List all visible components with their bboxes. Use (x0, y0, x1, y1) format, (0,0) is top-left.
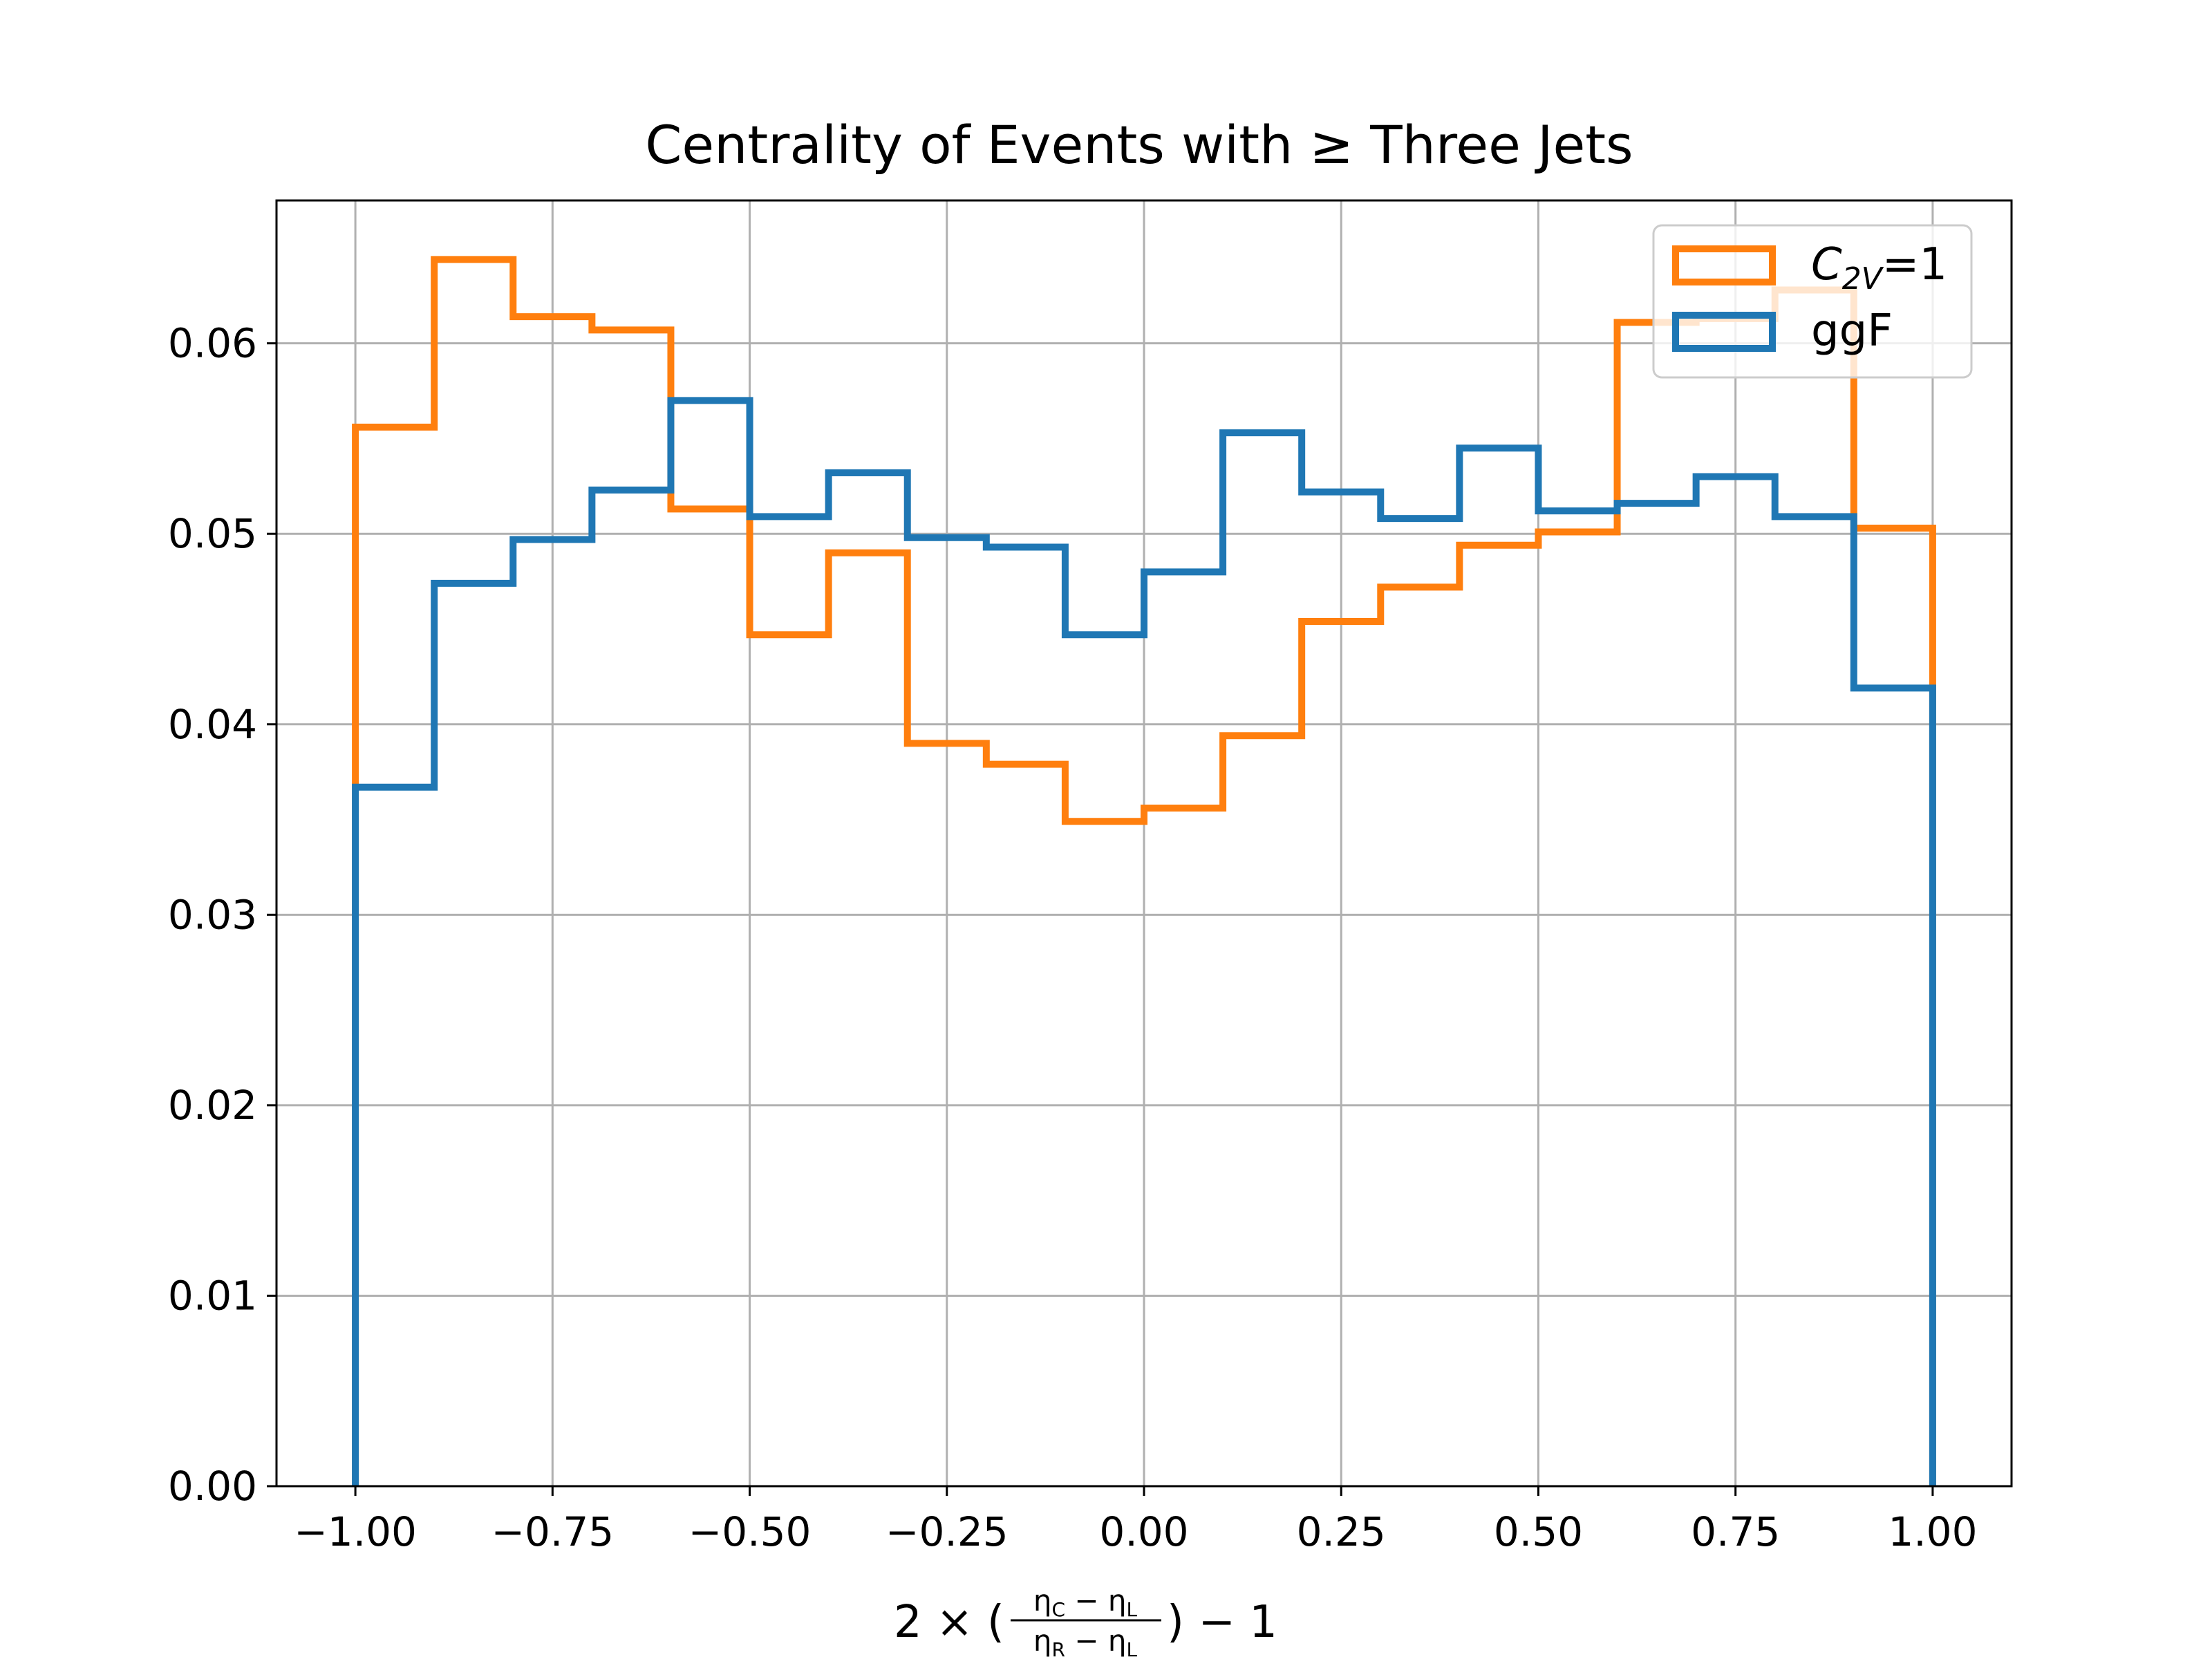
x-tick-label-3: −0.25 (885, 1508, 1009, 1555)
y-tick-label-2: 0.02 (168, 1082, 257, 1129)
x-tick-label-2: −0.50 (688, 1508, 812, 1555)
y-tick-label-5: 0.05 (168, 510, 257, 557)
x-tick-label-4: 0.00 (1099, 1508, 1188, 1555)
x-tick-label-7: 0.75 (1691, 1508, 1780, 1555)
legend-swatch-ggf (1672, 312, 1776, 352)
legend: C2V=1 ggF (1652, 224, 1973, 379)
legend-box (1652, 224, 1973, 379)
series-ggf-step-line (352, 397, 1936, 1486)
y-tick-label-0: 0.00 (168, 1463, 257, 1510)
x-axis-label-prefix: 2 × ( (894, 1597, 1004, 1648)
x-axis-label-numerator: ηC − ηL (1033, 1584, 1138, 1621)
chart-title: Centrality of Events with ≥ Three Jets (645, 114, 1633, 176)
y-tick-label-3: 0.03 (168, 891, 257, 938)
x-axis-ticks: −1.00 −0.75 −0.50 −0.25 0.00 0.25 0.50 0.75 1.00 (294, 1486, 1977, 1555)
x-tick-label-5: 0.25 (1297, 1508, 1386, 1555)
x-tick-label-1: −0.75 (491, 1508, 614, 1555)
y-axis-ticks: 0.00 0.01 0.02 0.03 0.04 0.05 0.06 (168, 320, 276, 1510)
x-axis-label-suffix: ) − 1 (1167, 1597, 1277, 1648)
y-tick-label-6: 0.06 (168, 320, 257, 367)
x-tick-label-6: 0.50 (1494, 1508, 1583, 1555)
y-tick-label-1: 0.01 (168, 1272, 257, 1319)
legend-swatch-c2v (1672, 245, 1776, 285)
x-tick-label-8: 1.00 (1888, 1508, 1977, 1555)
x-axis-label-denominator: ηR − ηL (1033, 1624, 1138, 1659)
x-tick-label-0: −1.00 (294, 1508, 417, 1555)
y-tick-label-4: 0.04 (168, 701, 257, 748)
legend-label-ggf: ggF (1811, 306, 1893, 357)
x-axis-label: 2 × ( ηC − ηL ηR − ηL ) − 1 (894, 1584, 1277, 1659)
